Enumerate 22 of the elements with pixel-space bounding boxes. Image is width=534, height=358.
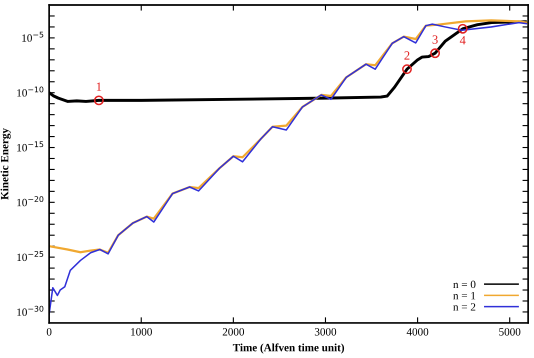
x-axis-title: Time (Alfven time unit) bbox=[232, 343, 344, 354]
x-tick-label: 0 bbox=[46, 328, 52, 336]
y-tick-label: 10$^{−25}$ bbox=[17, 250, 44, 262]
legend-label: n = 1 bbox=[453, 292, 476, 300]
y-tick-label: 10$^{−10}$ bbox=[17, 86, 44, 97]
line-series bbox=[49, 19, 528, 254]
y-tick-label: 10$^{−20}$ bbox=[17, 196, 44, 206]
y-axis-title: Kinetic Energy bbox=[0, 128, 11, 200]
annotation: 2 bbox=[404, 51, 410, 60]
annotation: 4 bbox=[460, 36, 466, 44]
annotation: 1 bbox=[96, 82, 102, 91]
x-tick-label: 2000 bbox=[222, 328, 244, 336]
annotation: 3 bbox=[432, 35, 438, 44]
x-tick-label: 1000 bbox=[131, 328, 152, 336]
x-tick-label: 3000 bbox=[314, 328, 336, 336]
y-tick-label: 10$^{−5}$ bbox=[22, 32, 44, 42]
x-tick-label: 5000 bbox=[499, 328, 520, 336]
y-tick-label: 10$^{−30}$ bbox=[17, 306, 44, 316]
legend-label: n = 2 bbox=[453, 303, 476, 311]
y-tick-label: 10$^{−15}$ bbox=[17, 141, 44, 152]
legend-label: n = 0 bbox=[453, 280, 476, 288]
x-tick-label: 4000 bbox=[406, 328, 428, 336]
